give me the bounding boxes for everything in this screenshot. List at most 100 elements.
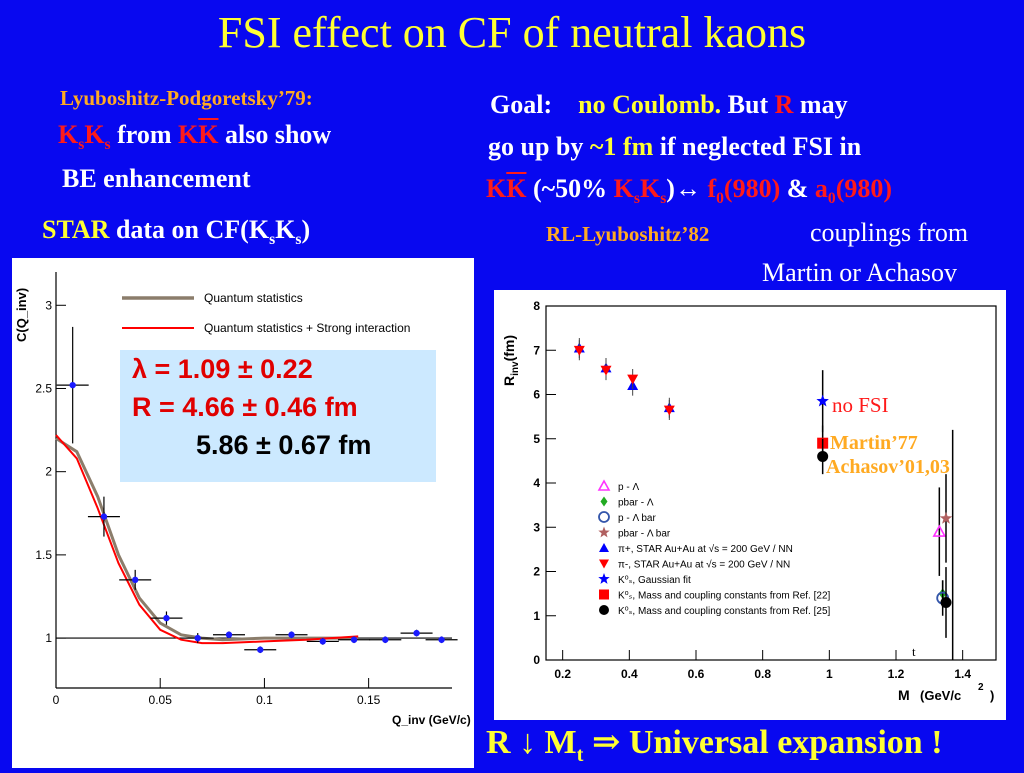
legend-marker	[598, 511, 610, 523]
curve-quantum-statistics	[55, 437, 359, 642]
data-point	[257, 646, 264, 653]
x-axis-label: M	[898, 687, 910, 703]
legend-label: p - Λ bar	[618, 513, 656, 524]
x-axis-unit-close: )	[990, 688, 994, 703]
curve-strong-interaction	[55, 434, 359, 645]
fit-results-box: λ = 1.09 ± 0.22 R = 4.66 ± 0.46 fm 5.86 …	[120, 350, 436, 482]
x-axis-unit-exp: 2	[978, 682, 984, 693]
x-tick-label: 0.4	[621, 667, 638, 681]
label-no-fsi: no FSI	[832, 393, 889, 417]
label-t: t	[912, 644, 916, 659]
legend-marker	[599, 543, 609, 552]
data-point	[132, 576, 139, 584]
cf-chart-panel: 0 0.05 0.1 0.15 1 1.5 2 2.5 3 C(Q_inv) Q_inv (GeV/…	[12, 258, 474, 768]
goal-line: Goal: no Coulomb. But R may	[490, 90, 848, 119]
y-tick-label: 4	[533, 476, 540, 490]
legend-label: K⁰ₛ, Mass and coupling constants from Re…	[618, 606, 831, 617]
y-axis-label: C(Q_inv)	[14, 288, 29, 342]
legend-marker	[597, 479, 611, 491]
y-axis-label: Rinv(fm)	[501, 335, 521, 386]
legend-marker	[598, 573, 610, 584]
data-point	[163, 614, 170, 622]
data-point	[225, 631, 233, 638]
legend-label: π+, STAR Au+Au at √s = 200 GeV / NN	[618, 543, 793, 555]
kk-bar: KK	[178, 120, 219, 149]
legend-marker	[600, 496, 608, 507]
data-point	[940, 596, 952, 608]
x-tick-label: 0.15	[357, 693, 381, 707]
data-point	[194, 634, 201, 642]
y-tick-label: 1.5	[35, 548, 52, 562]
legend-label: pbar - Λ	[618, 498, 654, 509]
data-point	[382, 636, 389, 643]
y-tick-label: 7	[533, 343, 540, 357]
x-tick-label: 0.6	[688, 667, 705, 681]
x-tick-label: 0.8	[754, 667, 771, 681]
left-line1: KsKs from KK also show	[58, 120, 332, 154]
legend-label: p - Λ	[618, 482, 639, 493]
couplings-text: couplings from	[810, 218, 969, 247]
y-tick-label: 0	[533, 653, 540, 667]
radius-result: R = 4.66 ± 0.46 fm	[132, 392, 358, 422]
data-point	[816, 394, 829, 407]
data-point	[663, 405, 675, 416]
x-axis-unit: (GeV/c	[920, 688, 961, 703]
data-point	[627, 374, 639, 385]
label-martin: Martin’77	[830, 432, 918, 454]
data-point	[288, 631, 295, 638]
data-point	[932, 524, 947, 537]
page-title: FSI effect on CF of neutral kaons	[217, 8, 807, 57]
legend-label: pbar - Λ bar	[618, 529, 671, 540]
data-point	[600, 365, 612, 376]
radius-result-2: 5.86 ± 0.67 fm	[196, 430, 372, 460]
x-tick-label: 0.1	[256, 693, 273, 707]
x-tick-label: 0.05	[149, 693, 173, 707]
x-tick-label: 1	[826, 667, 833, 681]
x-tick-label: 1.4	[954, 667, 971, 681]
data-point	[319, 638, 326, 645]
goal-line2: go up by ~1 fm if neglected FSI in	[488, 132, 862, 161]
x-axis-label: Q_inv (GeV/c)	[392, 713, 471, 727]
martin-achasov-text: Martin or Achasov	[762, 258, 957, 287]
y-tick-label: 8	[533, 299, 540, 313]
radius-chart: 0.2 0.4 0.6 0.8 1 1.2 1.4 0 1 2 3 4 5 6 7 8 Rinv(fm) M (Ge…	[501, 299, 997, 703]
legend-label: K⁰ₛ, Gaussian fit	[618, 575, 691, 586]
legend-label: Quantum statistics	[204, 291, 303, 305]
data-point	[350, 636, 358, 643]
y-tick-label: 2.5	[35, 381, 52, 395]
y-tick-label: 3	[45, 298, 52, 312]
legend-marker	[599, 605, 609, 615]
bottom-caption: R ↓ Mt ⇒ Universal expansion !	[486, 724, 943, 766]
y-tick-label: 1	[45, 631, 52, 645]
data-point	[817, 450, 829, 462]
rl-reference: RL-Lyuboshitz’82	[546, 222, 710, 246]
x-tick-label: 0	[53, 693, 60, 707]
y-tick-label: 1	[533, 609, 540, 623]
data-point	[438, 636, 445, 643]
data-point	[939, 511, 953, 524]
legend-marker	[598, 526, 610, 538]
data-point	[413, 629, 420, 637]
label-achasov: Achasov’01,03	[826, 456, 950, 478]
x-tick-label: 0.2	[554, 667, 571, 681]
legend-label: Quantum statistics + Strong interaction	[204, 321, 410, 335]
star-caption: STAR data on CF(KsKs)	[42, 215, 311, 249]
legend-label: K⁰ₛ, Mass and coupling constants from Re…	[618, 591, 831, 602]
y-tick-label: 3	[533, 520, 540, 534]
data-point	[100, 513, 108, 520]
left-line2: BE enhancement	[62, 164, 251, 193]
y-tick-label: 2	[533, 565, 540, 579]
y-tick-label: 5	[533, 432, 540, 446]
lambda-result: λ = 1.09 ± 0.22	[132, 354, 313, 384]
lp-reference: Lyuboshitz-Podgoretsky’79:	[60, 86, 313, 110]
y-tick-label: 2	[45, 465, 52, 479]
cf-chart: 0 0.05 0.1 0.15 1 1.5 2 2.5 3 C(Q_inv) Q_inv (GeV/…	[14, 272, 471, 727]
radius-chart-panel: 0.2 0.4 0.6 0.8 1 1.2 1.4 0 1 2 3 4 5 6 7 8 Rinv(fm) M (Ge…	[494, 290, 1006, 720]
data-point	[573, 345, 585, 356]
goal-line3: KK (~50% KsKs)↔ f0(980) & a0(980)	[486, 174, 893, 208]
data-point	[69, 381, 76, 389]
x-tick-label: 1.2	[888, 667, 905, 681]
legend-label: π-, STAR Au+Au at √s = 200 GeV / NN	[618, 559, 790, 571]
legend-marker	[599, 589, 609, 600]
y-tick-label: 6	[533, 388, 540, 402]
